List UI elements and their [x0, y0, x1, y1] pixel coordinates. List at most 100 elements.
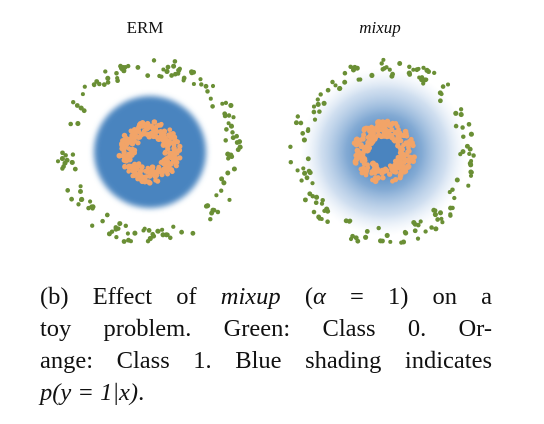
class1-point — [403, 157, 409, 164]
class0-point — [319, 201, 325, 206]
class1-point — [151, 119, 158, 125]
class1-point — [138, 131, 144, 137]
class1-point — [120, 152, 127, 159]
class0-point — [150, 231, 155, 237]
class0-point — [318, 92, 323, 97]
class0-point — [114, 71, 119, 76]
class1-point — [137, 169, 143, 175]
class0-point — [237, 139, 243, 145]
class0-point — [227, 197, 232, 202]
class1-point — [141, 128, 147, 134]
caption-method: mixup — [220, 283, 281, 310]
class1-point — [165, 146, 171, 152]
class0-point — [440, 84, 446, 89]
class1-point — [398, 138, 404, 144]
class0-point — [215, 209, 221, 215]
class0-point — [305, 156, 311, 162]
class0-point — [210, 104, 215, 109]
class1-point — [395, 142, 401, 149]
class0-point — [80, 92, 85, 97]
class0-point — [437, 210, 444, 216]
class1-point — [386, 122, 392, 128]
class0-point — [169, 73, 174, 78]
class0-point — [228, 102, 234, 108]
class0-point — [458, 107, 464, 112]
class0-point — [314, 194, 320, 200]
class1-point — [135, 176, 141, 182]
class0-point — [69, 159, 75, 165]
class0-point — [448, 213, 453, 218]
class0-point — [471, 153, 476, 158]
class1-point — [161, 141, 167, 147]
class0-point — [387, 67, 392, 72]
class0-point — [337, 86, 343, 91]
class0-point — [191, 81, 196, 87]
class0-point — [113, 226, 119, 232]
class1-point — [373, 162, 379, 168]
class1-point — [387, 163, 393, 169]
class0-point — [454, 177, 460, 183]
class1-point — [148, 123, 155, 130]
class0-point — [458, 112, 464, 118]
class1-point — [119, 142, 125, 148]
class0-point — [432, 211, 438, 218]
class0-point — [445, 82, 451, 87]
class1-point — [156, 137, 162, 143]
class0-point — [155, 228, 161, 234]
class0-point — [468, 173, 474, 178]
class1-point — [129, 139, 135, 145]
class1-point — [381, 125, 388, 132]
class0-point — [302, 170, 308, 176]
class1-point — [401, 133, 407, 139]
class0-point — [350, 67, 357, 73]
class0-point — [61, 164, 66, 169]
class0-point — [225, 151, 231, 157]
class0-point — [348, 236, 354, 242]
class0-point — [364, 228, 370, 234]
class0-point — [376, 225, 381, 231]
class1-point — [392, 176, 399, 183]
class0-point — [82, 84, 87, 89]
class0-point — [76, 202, 81, 207]
class1-point — [171, 142, 177, 148]
class1-point — [379, 170, 385, 176]
mixup-core — [370, 138, 398, 166]
class0-point — [121, 239, 127, 244]
class0-point — [128, 239, 133, 244]
class0-point — [132, 230, 138, 236]
class1-point — [139, 120, 146, 126]
class0-point — [424, 77, 429, 82]
class0-point — [295, 168, 300, 173]
class0-point — [432, 70, 437, 76]
class1-point — [133, 172, 138, 178]
class0-point — [467, 151, 472, 157]
class0-point — [429, 225, 434, 230]
class1-point — [125, 151, 132, 158]
class0-point — [412, 221, 418, 227]
class0-point — [423, 229, 428, 234]
class0-point — [179, 229, 185, 235]
class0-point — [220, 101, 225, 106]
figure-caption: (b) Effect of mixup (α = 1) on a toy pro… — [40, 281, 492, 409]
class0-point — [468, 162, 474, 168]
caption-line-4: p(y = 1|x). — [40, 377, 492, 409]
class0-point — [55, 159, 61, 164]
class1-point — [387, 171, 393, 177]
class0-point — [190, 230, 196, 236]
class1-point — [385, 129, 391, 136]
class0-point — [301, 137, 307, 143]
class1-point — [384, 167, 390, 173]
class0-point — [122, 65, 128, 70]
class0-point — [348, 64, 353, 70]
class0-point — [69, 196, 74, 202]
class1-point — [363, 167, 369, 174]
class0-point — [78, 184, 83, 189]
class0-point — [461, 134, 466, 139]
class0-point — [223, 100, 229, 106]
class0-point — [464, 143, 470, 149]
class1-point — [174, 139, 181, 145]
class0-point — [325, 208, 331, 214]
class1-point — [361, 126, 368, 132]
class0-point — [378, 238, 383, 244]
class1-point — [405, 149, 410, 155]
